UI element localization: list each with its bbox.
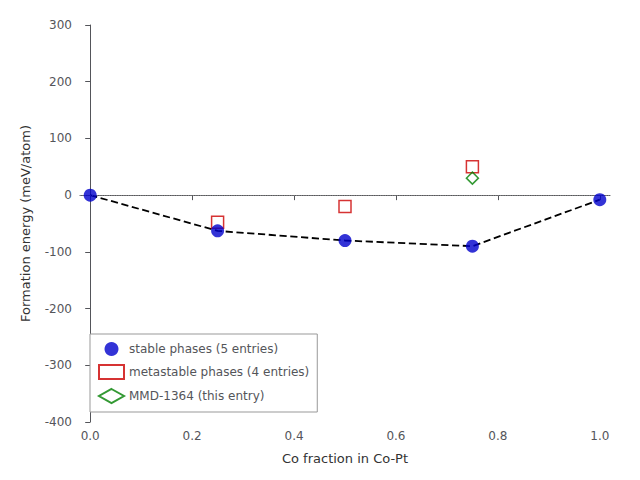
svg-text:Formation energy (meV/atom): Formation energy (meV/atom) bbox=[18, 125, 33, 322]
svg-text:-400: -400 bbox=[45, 415, 72, 429]
svg-text:300: 300 bbox=[49, 18, 72, 32]
svg-text:100: 100 bbox=[49, 131, 72, 145]
svg-text:-200: -200 bbox=[45, 302, 72, 316]
svg-text:0.4: 0.4 bbox=[284, 429, 303, 443]
svg-text:0.8: 0.8 bbox=[488, 429, 507, 443]
svg-text:Co fraction in Co-Pt: Co fraction in Co-Pt bbox=[282, 451, 408, 466]
svg-text:-300: -300 bbox=[45, 358, 72, 372]
svg-text:metastable phases (4 entries): metastable phases (4 entries) bbox=[129, 365, 309, 379]
svg-text:0: 0 bbox=[64, 188, 72, 202]
svg-text:0.2: 0.2 bbox=[183, 429, 202, 443]
svg-text:1.0: 1.0 bbox=[590, 429, 609, 443]
svg-text:0.0: 0.0 bbox=[81, 429, 100, 443]
svg-text:200: 200 bbox=[49, 75, 72, 89]
svg-text:0.6: 0.6 bbox=[386, 429, 405, 443]
svg-text:stable phases (5 entries): stable phases (5 entries) bbox=[129, 342, 278, 356]
svg-text:MMD-1364 (this entry): MMD-1364 (this entry) bbox=[129, 389, 264, 403]
svg-text:-100: -100 bbox=[45, 245, 72, 259]
